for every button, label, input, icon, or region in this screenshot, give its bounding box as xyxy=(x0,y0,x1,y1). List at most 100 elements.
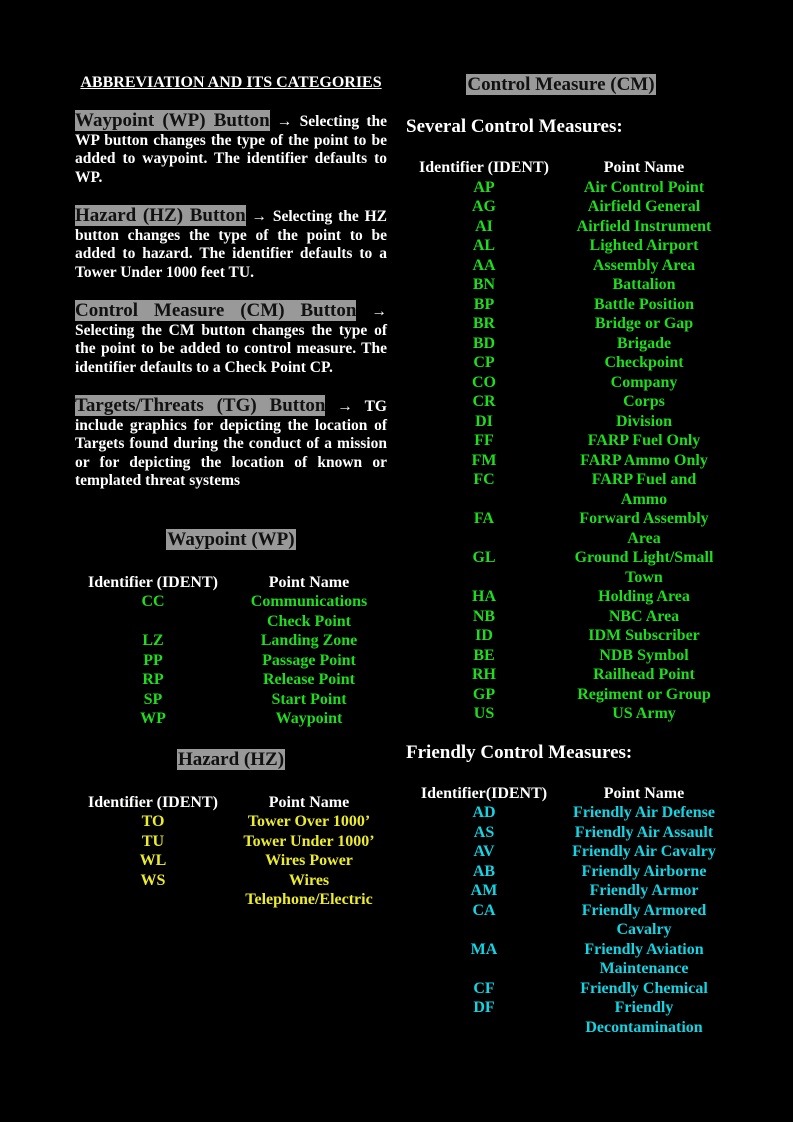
identifier-cell: AM xyxy=(470,882,498,899)
identifier-cell: AD xyxy=(472,804,496,821)
point-name-cell: Holding Area xyxy=(598,588,690,605)
column-header: Identifier (IDENT) xyxy=(419,159,549,176)
table-row: FA Forward Assembly Area xyxy=(406,509,726,548)
hazard-section-title: Hazard (HZ) xyxy=(75,748,387,771)
table-row: AD Friendly Air Defense xyxy=(406,803,726,823)
table-row: WL Wires Power xyxy=(75,851,387,871)
identifier-cell: FC xyxy=(473,471,495,488)
point-name-cell: Start Point xyxy=(271,690,347,708)
point-name-cell: Wires Telephone/Electric xyxy=(245,871,373,909)
identifier-cell: AI xyxy=(475,217,493,235)
table-row: GL Ground Light/Small Town xyxy=(406,548,726,587)
table-row: FM FARP Ammo Only xyxy=(406,451,726,471)
control-measures-table: Identifier (IDENT) Point Name AP Air Contro… xyxy=(406,158,726,724)
table-row: AL Lighted Airport xyxy=(406,236,726,256)
identifier-cell: PP xyxy=(143,651,163,669)
table-row: AV Friendly Air Cavalry xyxy=(406,842,726,862)
point-name-cell: Passage Point xyxy=(262,651,356,669)
identifier-cell: AP xyxy=(473,178,495,196)
table-row: CO Company xyxy=(406,373,726,393)
point-name-cell: Friendly Air Assault xyxy=(574,823,714,841)
label-tg-button: Targets/Threats (TG) Button xyxy=(75,395,326,416)
point-name-cell: Forward Assembly Area xyxy=(579,510,709,547)
table-row: CF Friendly Chemical xyxy=(406,979,726,999)
point-name-cell: Friendly Air Defense xyxy=(573,804,715,821)
point-name-cell: Air Control Point xyxy=(583,178,705,196)
identifier-cell: AS xyxy=(473,823,495,841)
table-row: MA Friendly Aviation Maintenance xyxy=(406,940,726,979)
paragraph-text: → Selecting the HZ button changes the ty… xyxy=(75,208,387,281)
hazard-title: Hazard (HZ) xyxy=(176,748,286,770)
table-row: RP Release Point xyxy=(75,670,387,690)
table-row: US US Army xyxy=(406,704,726,724)
identifier-cell: BE xyxy=(473,646,495,664)
table-row: BP Battle Position xyxy=(406,295,726,315)
identifier-cell: RP xyxy=(142,671,164,688)
control-section-title: Control Measure (CM) xyxy=(386,74,736,96)
identifier-cell: LZ xyxy=(142,632,164,649)
table-row: CA Friendly Armored Cavalry xyxy=(406,901,726,940)
point-name-cell: Battle Position xyxy=(594,295,694,313)
identifier-cell: CA xyxy=(472,901,496,919)
table-row: FC FARP Fuel and Ammo xyxy=(406,470,726,509)
point-name-cell: IDM Subscriber xyxy=(588,627,700,644)
point-name-cell: NDB Symbol xyxy=(599,646,689,664)
identifier-cell: GL xyxy=(472,549,496,566)
table-header-row: Identifier (IDENT) Point Name xyxy=(75,573,387,593)
table-row: BR Bridge or Gap xyxy=(406,314,726,334)
point-name-cell: Airfield General xyxy=(587,198,701,215)
waypoint-title: Waypoint (WP) xyxy=(166,528,296,550)
column-header: Identifier (IDENT) xyxy=(88,793,218,811)
left-column: ABBREVIATION AND ITS CATEGORIES Waypoint… xyxy=(75,74,387,910)
identifier-cell: TO xyxy=(141,813,165,830)
point-name-cell: FARP Ammo Only xyxy=(580,451,708,469)
point-name-cell: Friendly Chemical xyxy=(580,979,708,997)
identifier-cell: HA xyxy=(472,588,496,605)
identifier-cell: AA xyxy=(472,256,496,274)
point-name-cell: Regiment or Group xyxy=(577,685,711,703)
point-name-cell: Release Point xyxy=(263,671,355,688)
table-row: GP Regiment or Group xyxy=(406,685,726,705)
identifier-cell: NB xyxy=(472,607,496,625)
table-row: BN Battalion xyxy=(406,275,726,295)
point-name-cell: US Army xyxy=(612,705,676,722)
point-name-cell: Friendly Airborne xyxy=(581,862,707,880)
point-name-cell: Company xyxy=(610,373,678,391)
column-header: Point Name xyxy=(268,793,350,811)
table-row: AP Air Control Point xyxy=(406,178,726,198)
point-name-cell: FARP Fuel Only xyxy=(587,432,701,449)
identifier-cell: FA xyxy=(473,510,495,527)
column-header: Point Name xyxy=(603,784,685,802)
identifier-cell: CF xyxy=(473,979,495,997)
table-row: CR Corps xyxy=(406,392,726,412)
identifier-cell: BR xyxy=(472,315,496,332)
paragraph-text: → TG include graphics for depicting the … xyxy=(75,398,387,489)
table-row: RH Railhead Point xyxy=(406,665,726,685)
point-name-cell: Wires Power xyxy=(265,852,353,869)
hazard-table: Identifier (IDENT) Point Name TO Tower Over… xyxy=(75,793,387,910)
table-header-row: Identifier(IDENT) Point Name xyxy=(406,784,726,804)
identifier-cell: MA xyxy=(470,940,498,958)
table-row: LZ Landing Zone xyxy=(75,631,387,651)
point-name-cell: Waypoint xyxy=(275,710,343,727)
table-row: WS Wires Telephone/Electric xyxy=(75,871,387,910)
point-name-cell: Ground Light/Small Town xyxy=(574,549,714,586)
table-row: HA Holding Area xyxy=(406,587,726,607)
point-name-cell: Battalion xyxy=(612,276,676,293)
paragraph-tg-button: Targets/Threats (TG) Button → TG include… xyxy=(75,395,387,491)
identifier-cell: ID xyxy=(475,627,493,644)
table-row: SP Start Point xyxy=(75,690,387,710)
table-row: PP Passage Point xyxy=(75,651,387,671)
point-name-cell: Corps xyxy=(623,393,665,410)
point-name-cell: NBC Area xyxy=(608,607,680,625)
right-column: Control Measure (CM) Several Control Mea… xyxy=(406,74,736,1037)
identifier-cell: CR xyxy=(472,393,496,410)
identifier-cell: US xyxy=(473,705,495,722)
column-header: Point Name xyxy=(268,573,350,591)
point-name-cell: Railhead Point xyxy=(593,666,695,683)
identifier-cell: AB xyxy=(472,862,496,880)
paragraph-hazard-button: Hazard (HZ) Button → Selecting the HZ bu… xyxy=(75,205,387,282)
friendly-control-measures-table: Identifier(IDENT) Point Name AD Friendly Ai… xyxy=(406,784,726,1038)
identifier-cell: AL xyxy=(472,237,496,254)
identifier-cell: WS xyxy=(140,871,166,889)
